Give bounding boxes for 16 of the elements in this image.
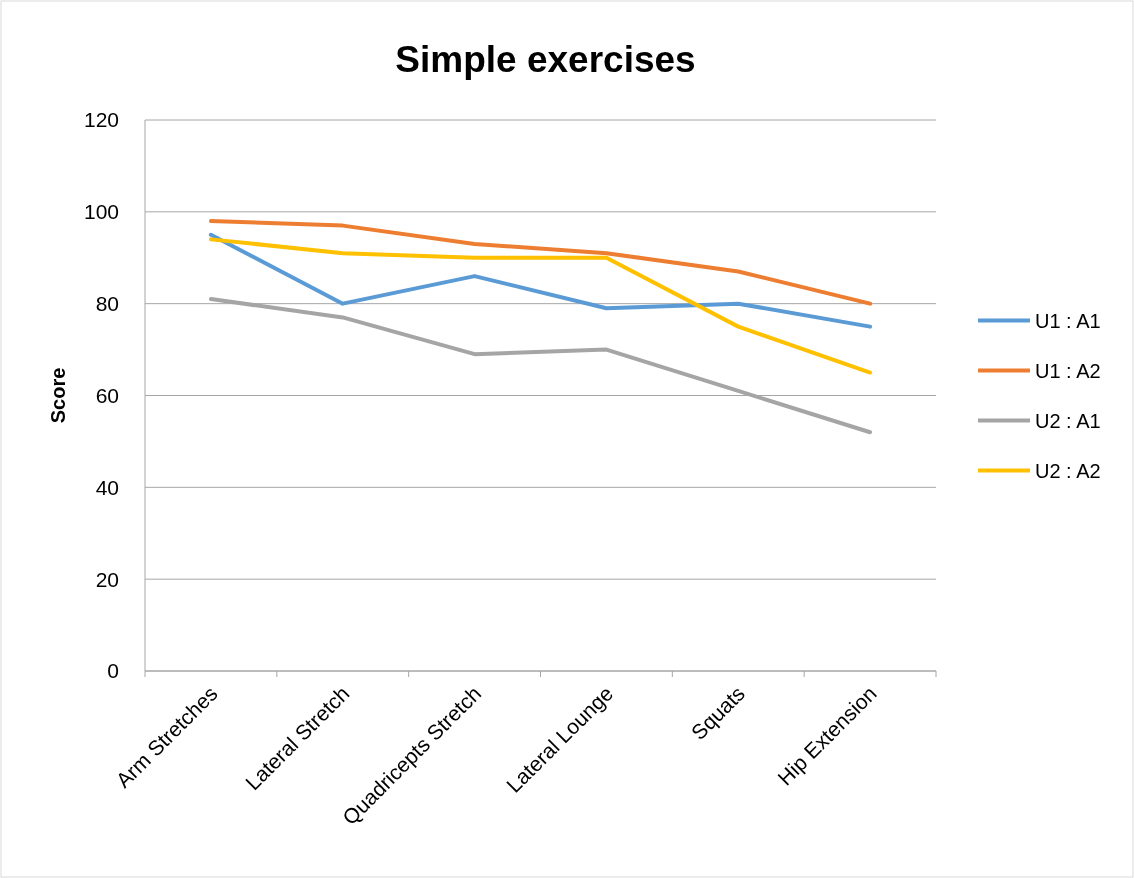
y-tick-label: 120: [83, 108, 119, 132]
legend-label: U1 : A2: [1035, 359, 1101, 382]
line-series: [208, 232, 873, 329]
y-tick-label: 100: [83, 200, 119, 224]
y-tick-label: 0: [107, 659, 119, 683]
y-tick-label: 20: [95, 567, 119, 591]
legend-label: U2 : A1: [1035, 409, 1101, 432]
legend-label: U2 : A2: [1035, 459, 1101, 482]
legend-label: U1 : A1: [1035, 309, 1101, 332]
y-tick-label: 60: [95, 383, 119, 407]
y-tick-label: 40: [95, 475, 119, 499]
y-tick-label: 80: [95, 292, 119, 316]
y-axis-title: Score: [47, 367, 69, 424]
chart-title: Simple exercises: [395, 39, 696, 80]
line-series: [208, 237, 873, 375]
line-series: [208, 219, 873, 306]
